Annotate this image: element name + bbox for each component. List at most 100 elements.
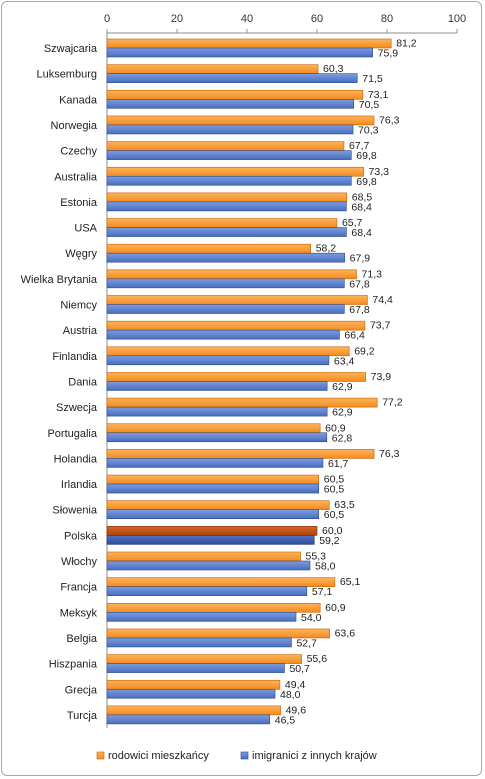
data-label-immigrant: 50,7 [289,663,310,675]
bar-immigrant [106,560,311,571]
data-label-native: 49,4 [285,679,306,691]
data-label-immigrant: 59,2 [319,535,340,547]
data-label-native: 63,5 [334,499,355,511]
category-label: Belgia [66,633,97,645]
data-label-immigrant: 60,5 [324,509,345,521]
data-label-native: 68,5 [352,191,373,203]
data-label-native: 71,3 [362,268,383,280]
bar-immigrant [106,714,271,725]
bar-native [106,526,318,536]
data-label-immigrant: 67,8 [349,278,370,290]
category-label: Szwajcaria [44,43,98,55]
data-label-immigrant: 71,5 [362,73,383,85]
bar-native [106,679,281,690]
data-label-immigrant: 60,5 [324,484,345,496]
category-label: Finlandia [52,351,98,363]
data-label-native: 55,3 [306,551,327,563]
data-label-immigrant: 68,4 [351,227,372,239]
bar-immigrant [106,381,328,391]
category-label: Austria [63,325,98,337]
bar-immigrant [106,47,373,58]
data-label-native: 69,2 [354,345,375,357]
bar-immigrant [106,688,276,699]
data-label-immigrant: 52,7 [296,637,317,649]
bar-immigrant [106,432,328,443]
data-label-immigrant: 75,9 [378,48,399,60]
data-label-native: 60,5 [324,474,345,486]
data-label-immigrant: 57,1 [312,586,333,598]
legend-item-immigrant-swatch [240,751,249,760]
data-label-native: 73,3 [369,166,390,178]
data-label-native: 73,7 [370,320,391,332]
bar-immigrant [106,586,308,596]
bar-immigrant [106,637,292,648]
category-label: Estonia [60,197,98,209]
data-label-native: 76,3 [379,448,400,460]
bar-native [106,295,368,305]
category-label: Meksyk [60,607,98,619]
bar-immigrant [106,329,340,340]
data-label-immigrant: 62,9 [332,381,353,393]
category-label: Luksemburg [36,69,97,81]
category-label: Polska [64,530,98,542]
data-label-native: 65,1 [340,576,361,588]
bar-immigrant [106,201,347,212]
data-label-native: 58,2 [316,243,337,255]
data-label-immigrant: 66,4 [344,330,365,342]
data-label-native: 55,6 [307,653,328,665]
data-label-native: 60,9 [325,422,346,434]
bar-immigrant [106,252,345,263]
bar-immigrant [106,124,354,135]
data-label-native: 63,6 [335,627,356,639]
bar-native [106,577,336,587]
bar-immigrant [106,611,297,622]
data-label-immigrant: 67,8 [349,304,370,316]
category-label: Francja [60,582,98,594]
bar-native [106,654,302,664]
category-label: Dania [68,376,98,388]
bar-immigrant [106,406,328,417]
bar-immigrant [106,355,330,366]
category-label: Holandia [54,453,98,465]
category-label: Grecja [65,684,98,696]
category-label: Turcja [67,710,98,722]
bar-immigrant [106,175,352,186]
data-label-immigrant: 70,5 [359,99,380,111]
category-label: Hiszpania [49,659,98,671]
bar-immigrant [106,73,358,83]
data-label-native: 73,9 [371,371,392,383]
bar-immigrant [106,278,345,289]
bar-native [106,423,321,434]
category-label: USA [74,223,97,235]
bar-native [106,115,375,126]
data-label-immigrant: 68,4 [351,201,372,213]
bar-native [106,38,392,49]
data-label-native: 77,2 [382,397,403,409]
category-label: Irlandia [61,479,98,491]
bars: 81,275,960,371,573,170,576,370,367,769,8… [106,38,417,726]
bar-native [106,243,311,254]
category-label: Szwecja [56,402,98,414]
data-label-immigrant: 69,8 [356,176,377,188]
bar-native [106,705,281,716]
bar-native [106,372,366,382]
legend: rodowici mieszkańcy imigranici z innych k… [96,750,377,762]
legend-item-native-label: rodowici mieszkańcy [108,750,209,762]
data-label-immigrant: 69,8 [356,150,377,162]
x-tick-label: 60 [311,13,323,25]
x-tick-label: 100 [448,13,466,25]
data-label-immigrant: 70,3 [358,124,379,136]
data-label-native: 74,4 [372,294,393,306]
data-label-immigrant: 46,5 [275,714,296,726]
category-label: Słowenia [52,505,98,517]
category-label: Australia [54,171,98,183]
bar-native [106,320,366,331]
category-label: Kanada [59,94,98,106]
data-label-immigrant: 67,9 [350,253,371,265]
bar-native [106,141,345,151]
data-label-immigrant: 54,0 [301,612,322,624]
x-tick-label: 80 [381,13,393,25]
data-label-native: 81,2 [396,38,417,50]
data-label-immigrant: 62,8 [332,432,353,444]
